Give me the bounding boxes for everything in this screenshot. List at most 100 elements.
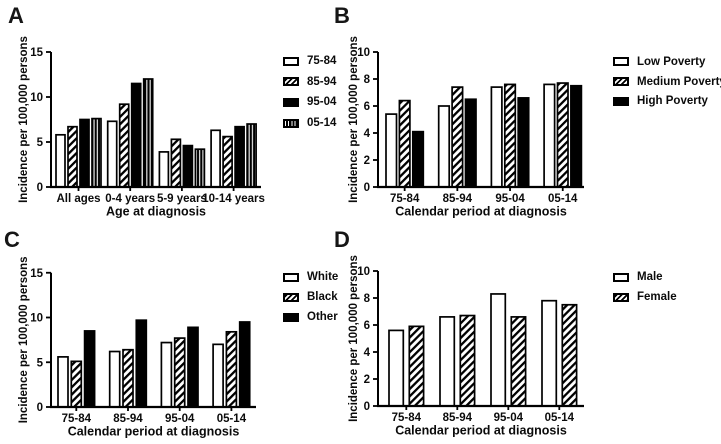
- legend-item: 85-94: [283, 72, 336, 93]
- x-category-label: 0-4 years: [105, 193, 155, 205]
- y-tick-label: 10: [357, 47, 370, 59]
- x-category-label: 05-14: [548, 193, 578, 205]
- y-axis-title: Incidence per 100,000 persons: [18, 256, 30, 423]
- bar-High Poverty-95-04: [517, 97, 530, 188]
- legend-swatch-diagonal: [283, 292, 299, 302]
- bar-95-04-10-14 years: [234, 125, 245, 188]
- legend-swatch-solid: [283, 97, 299, 107]
- bar-Other-85-94: [135, 319, 148, 408]
- bar-White-75-84: [57, 356, 69, 408]
- legend-item: Low Poverty: [613, 52, 721, 72]
- legend-label: Female: [637, 291, 677, 303]
- bar-Medium Poverty-05-14: [556, 82, 569, 188]
- y-tick-label: 2: [364, 374, 370, 386]
- x-category-label: 95-04: [494, 412, 524, 424]
- y-tick-label: 10: [357, 266, 370, 278]
- x-category-label: 5-9 years: [157, 193, 207, 205]
- bar-Male-95-04: [490, 293, 507, 407]
- bar-85-94-5-9 years: [170, 138, 182, 188]
- bar-75-84-All ages: [55, 133, 66, 188]
- x-axis-title: Age at diagnosis: [106, 205, 206, 219]
- bar-Medium Poverty-85-94: [451, 86, 464, 188]
- bar-05-14-10-14 years: [246, 123, 257, 188]
- bar-75-84-10-14 years: [210, 129, 221, 188]
- bar-Male-75-84: [388, 329, 405, 407]
- bar-Other-75-84: [83, 330, 96, 408]
- bar-Black-85-94: [122, 348, 134, 408]
- bar-Male-85-94: [439, 316, 456, 407]
- panel-a-legend: 75-84 85-94 95-04 05-14: [283, 51, 336, 133]
- bar-White-05-14: [212, 343, 224, 408]
- x-category-label: 95-04: [495, 193, 525, 205]
- bar-05-14-0-4 years: [142, 78, 154, 188]
- x-category-label: All ages: [56, 193, 100, 205]
- legend-label: 85-94: [307, 75, 337, 88]
- bar-White-95-04: [160, 341, 173, 408]
- y-tick-label: 0: [364, 182, 370, 194]
- y-axis-title: Incidence per 100,000 persons: [348, 36, 360, 203]
- x-category-label: 85-94: [443, 412, 473, 424]
- legend-label: Black: [307, 291, 338, 303]
- bar-High Poverty-05-14: [570, 84, 583, 188]
- legend-swatch-open: [283, 56, 299, 66]
- y-tick-label: 4: [364, 128, 371, 140]
- bar-Low Poverty-95-04: [490, 86, 503, 188]
- panel-c-legend: White Black Other: [283, 267, 338, 327]
- panel-d-letter: D: [334, 227, 350, 252]
- y-tick-label: 10: [30, 313, 43, 325]
- bar-85-94-10-14 years: [222, 135, 233, 188]
- bar-Black-75-84: [70, 360, 83, 408]
- legend-swatch-solid: [613, 96, 629, 106]
- x-category-label: 95-04: [165, 413, 195, 425]
- bar-75-84-0-4 years: [106, 120, 118, 188]
- legend-label: Male: [637, 271, 663, 283]
- bar-75-84-5-9 years: [158, 151, 170, 188]
- bar-Low Poverty-75-84: [385, 113, 398, 188]
- panel-c: C 0 5 10 15 75-84 85-94 95-04 05-14 Calendar per…: [0, 222, 338, 444]
- legend-label: Medium Poverty: [637, 75, 721, 88]
- bar-95-04-All ages: [79, 118, 90, 188]
- y-tick-label: 6: [364, 320, 370, 332]
- y-tick-label: 2: [364, 155, 370, 167]
- y-tick-label: 10: [30, 92, 43, 104]
- y-tick-label: 4: [364, 347, 371, 359]
- y-tick-label: 0: [364, 401, 370, 413]
- legend-item: Medium Poverty: [613, 72, 721, 92]
- legend-item: High Poverty: [613, 92, 721, 112]
- y-tick-label: 6: [364, 101, 370, 113]
- bar-Female-05-14: [561, 303, 578, 407]
- legend-label: High Poverty: [637, 95, 708, 108]
- bar-85-94-0-4 years: [118, 103, 130, 188]
- y-axis-title: Incidence per 100,000 persons: [18, 36, 30, 203]
- legend-label: 95-04: [307, 96, 337, 109]
- bar-Black-05-14: [225, 330, 238, 408]
- x-category-label: 75-84: [390, 193, 420, 205]
- bar-Medium Poverty-95-04: [503, 83, 517, 188]
- x-category-label: 10-14 years: [202, 193, 265, 205]
- bar-Female-85-94: [459, 314, 476, 407]
- y-tick-label: 5: [37, 137, 44, 149]
- panel-a: A 0 5 10 15 All ages 0-4 years 5-9 years 10-14 …: [0, 0, 336, 222]
- x-category-label: 85-94: [113, 413, 143, 425]
- legend-swatch-diagonal: [613, 292, 629, 302]
- bar-High Poverty-85-94: [464, 98, 477, 188]
- x-axis-title: Calendar period at diagnosis: [395, 424, 567, 438]
- y-tick-label: 5: [37, 357, 44, 369]
- y-tick-label: 15: [30, 47, 43, 59]
- y-tick-label: 0: [37, 182, 43, 194]
- bar-Low Poverty-05-14: [543, 83, 556, 188]
- x-category-label: 85-94: [443, 193, 473, 205]
- bar-95-04-0-4 years: [130, 82, 142, 188]
- legend-item: Male: [613, 267, 677, 287]
- legend-item: 95-04: [283, 92, 336, 113]
- legend-label: White: [307, 271, 339, 283]
- y-tick-label: 8: [364, 293, 371, 305]
- y-tick-label: 0: [37, 402, 43, 414]
- bar-Black-95-04: [173, 337, 186, 408]
- bar-05-14-All ages: [91, 117, 102, 188]
- legend-item: Black: [283, 287, 338, 307]
- legend-label: 05-14: [307, 117, 337, 130]
- bar-Male-05-14: [541, 299, 558, 407]
